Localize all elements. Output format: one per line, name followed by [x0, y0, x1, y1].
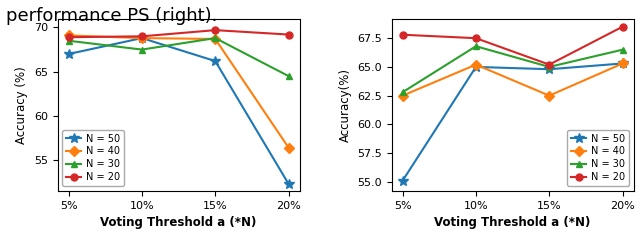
Line: N = 30: N = 30 — [399, 43, 626, 96]
N = 30 — [285, 75, 292, 78]
N = 20 — [619, 25, 627, 28]
N = 50 — [545, 68, 553, 71]
N = 30 — [138, 48, 146, 51]
N = 50 — [285, 183, 292, 185]
Line: N = 30: N = 30 — [65, 35, 292, 80]
Legend: N = 50, N = 40, N = 30, N = 20: N = 50, N = 40, N = 30, N = 20 — [568, 130, 628, 186]
X-axis label: Voting Threshold a (*N): Voting Threshold a (*N) — [100, 216, 257, 229]
N = 20 — [399, 33, 406, 36]
N = 50 — [138, 37, 146, 39]
N = 30 — [472, 45, 480, 48]
Line: N = 20: N = 20 — [65, 27, 292, 41]
Text: performance PS (right).: performance PS (right). — [6, 7, 218, 25]
N = 40 — [285, 146, 292, 149]
N = 20 — [285, 33, 292, 36]
N = 20 — [65, 36, 72, 39]
Y-axis label: Accuracy(%): Accuracy(%) — [339, 68, 351, 142]
N = 50 — [211, 60, 219, 62]
N = 20 — [545, 63, 553, 66]
N = 50 — [65, 53, 72, 55]
N = 50 — [399, 179, 406, 182]
N = 40 — [138, 37, 146, 39]
N = 40 — [65, 34, 72, 37]
Line: N = 40: N = 40 — [399, 60, 626, 99]
Legend: N = 50, N = 40, N = 30, N = 20: N = 50, N = 40, N = 30, N = 20 — [63, 130, 124, 186]
N = 30 — [211, 37, 219, 39]
N = 30 — [399, 91, 406, 94]
Y-axis label: Accuracy (%): Accuracy (%) — [15, 66, 28, 144]
N = 30 — [65, 39, 72, 42]
N = 40 — [399, 94, 406, 97]
N = 30 — [545, 65, 553, 68]
N = 40 — [619, 62, 627, 65]
Line: N = 50: N = 50 — [64, 33, 294, 189]
N = 40 — [472, 63, 480, 66]
X-axis label: Voting Threshold a (*N): Voting Threshold a (*N) — [435, 216, 591, 229]
Line: N = 40: N = 40 — [65, 32, 292, 151]
N = 50 — [472, 65, 480, 68]
N = 40 — [545, 94, 553, 97]
N = 20 — [211, 29, 219, 31]
N = 20 — [138, 35, 146, 38]
N = 20 — [472, 37, 480, 40]
Line: N = 50: N = 50 — [397, 59, 627, 185]
N = 40 — [211, 38, 219, 40]
Line: N = 20: N = 20 — [399, 23, 626, 68]
N = 30 — [619, 48, 627, 51]
N = 50 — [619, 62, 627, 65]
